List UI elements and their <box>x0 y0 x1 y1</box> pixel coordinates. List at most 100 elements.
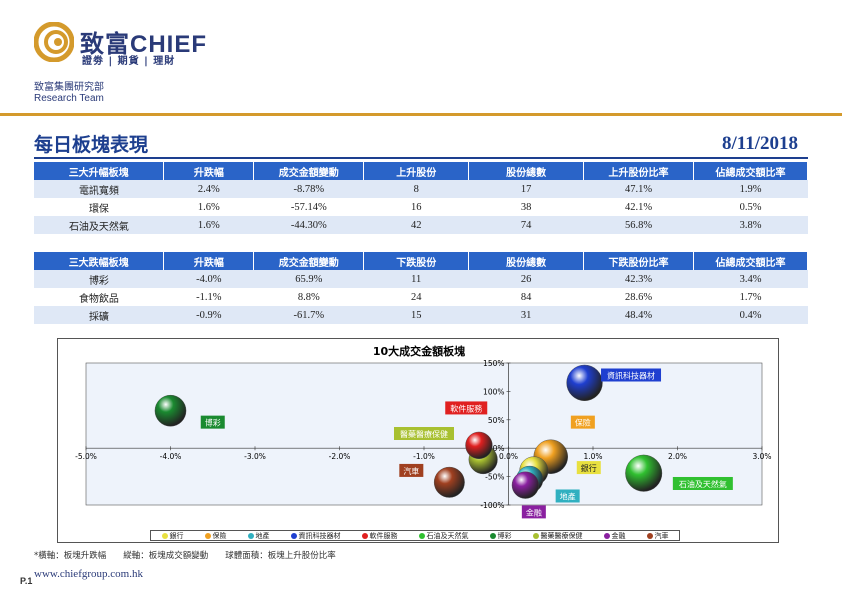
column-header: 三大升幅板塊 <box>34 162 165 180</box>
data-label: 資訊科技器材 <box>607 370 655 380</box>
sector-name: 博彩 <box>34 270 164 288</box>
y-tick-label: 150% <box>483 359 504 368</box>
page-title: 每日板塊表現 <box>34 134 149 156</box>
column-header: 升跌幅 <box>163 252 255 270</box>
y-tick-label: 0% <box>493 444 505 453</box>
bubble-8 <box>511 471 539 499</box>
legend-label: 軟件服務 <box>369 531 398 540</box>
table-cell: -4.0% <box>163 270 254 288</box>
bubble-chart: 10大成交金額板塊 -5.0% -4.0% -3.0% -2.0% -1.0% 0.0% 1.… <box>57 338 779 543</box>
x-tick-label: -4.0% <box>160 452 182 461</box>
bubble-6 <box>154 394 187 427</box>
legend-marker-icon <box>532 532 539 539</box>
table-cell: -57.14% <box>290 201 327 213</box>
table-cell: 8.8% <box>297 291 320 303</box>
table-cell: 84 <box>520 291 532 303</box>
legend-marker-icon <box>489 532 496 539</box>
bubble-9 <box>433 466 465 498</box>
brand-name: 致富CHIEF <box>80 31 207 58</box>
bubble-3 <box>566 364 603 401</box>
column-header: 佔總成交額比率 <box>693 252 808 270</box>
x-tick-label: 2.0% <box>668 452 687 461</box>
bubble-4 <box>465 431 493 459</box>
table-cell: 8 <box>363 180 469 198</box>
legend-item: 保險 <box>204 531 227 541</box>
legend-label: 汽車 <box>654 531 669 540</box>
table-cell: 65.9% <box>253 270 364 288</box>
legend-label: 地產 <box>255 531 270 540</box>
legend-item: 石油及天然氣 <box>418 531 469 541</box>
table-cell: 42.1% <box>624 201 653 213</box>
legend-item: 金融 <box>603 531 626 541</box>
table-cell: 11 <box>363 270 469 288</box>
table-row: 採礦 -0.9% -61.7% 15 31 48.4% 0.4% <box>34 306 808 324</box>
legend-marker-icon <box>247 532 254 539</box>
x-tick-label: 1.0% <box>583 452 602 461</box>
column-header: 下跌股份比率 <box>583 252 695 270</box>
data-label: 石油及天然氣 <box>679 479 727 489</box>
column-header: 成交金額變動 <box>253 252 365 270</box>
bubble-5 <box>625 454 663 492</box>
legend-item: 地產 <box>247 531 270 541</box>
table-cell: 1.6% <box>163 216 254 234</box>
data-label-box <box>521 505 546 519</box>
data-label-box <box>555 489 580 503</box>
table-cell: 28.6% <box>624 291 653 303</box>
x-tick-label: -2.0% <box>329 452 351 461</box>
sector-name: 採礦 <box>34 306 164 324</box>
table-cell: 74 <box>468 216 584 234</box>
table-row: 環保 1.6% -57.14% 16 38 42.1% 0.5% <box>34 198 808 216</box>
x-tick-label: -5.0% <box>75 452 97 461</box>
data-label-box <box>570 415 595 429</box>
column-header: 上升股份 <box>363 162 470 180</box>
sector-name: 石油及天然氣 <box>34 216 164 234</box>
data-label: 醫藥醫療保健 <box>400 429 448 439</box>
sector-name: 環保 <box>88 203 109 215</box>
chart-title: 10大成交金額板塊 <box>373 344 465 358</box>
legend-label: 金融 <box>611 531 626 540</box>
table-cell: 3.4% <box>693 270 808 288</box>
x-tick-label: -1.0% <box>413 452 435 461</box>
legend-label: 醫藥醫療保健 <box>540 531 583 540</box>
table-cell: -0.9% <box>163 306 254 324</box>
title-divider <box>34 157 808 159</box>
column-header: 股份總數 <box>468 252 585 270</box>
table-cell: 15 <box>363 306 469 324</box>
legend-marker-icon <box>418 532 425 539</box>
y-tick-label: -50% <box>485 473 504 482</box>
data-label: 博彩 <box>205 418 221 428</box>
table-cell: 42.3% <box>583 270 694 288</box>
table-cell: 16 <box>410 201 422 213</box>
data-label-box <box>672 476 733 490</box>
table-cell: 24 <box>410 291 422 303</box>
column-header: 佔總成交額比率 <box>693 162 808 180</box>
table-header-row: 三大升幅板塊 升跌幅 成交金額變動 上升股份 股份總數 上升股份比率 佔總成交額… <box>34 162 808 180</box>
data-label: 汽車 <box>403 466 419 476</box>
column-header: 上升股份比率 <box>583 162 695 180</box>
team-name: Research Team <box>34 93 104 104</box>
table-cell: -61.7% <box>253 306 364 324</box>
chart-legend: 銀行 保險 地產 資訊科技器材 軟件服務 石油及天然氣 博彩 醫藥醫療保健 金融 汽車 <box>150 530 680 541</box>
legend-label: 博彩 <box>497 531 512 540</box>
y-tick-label: 50% <box>488 416 505 425</box>
department-name: 致富集團研究部 <box>34 82 104 93</box>
top-gainers-table: 三大升幅板塊 升跌幅 成交金額變動 上升股份 股份總數 上升股份比率 佔總成交額… <box>34 162 808 234</box>
bubble-chart-svg: 10大成交金額板塊 -5.0% -4.0% -3.0% -2.0% -1.0% 0.0% 1.… <box>75 344 772 519</box>
column-header: 升跌幅 <box>163 162 255 180</box>
data-label-box <box>394 427 454 440</box>
legend-marker-icon <box>161 532 168 539</box>
data-label-box <box>200 415 225 429</box>
data-label: 金融 <box>526 507 542 517</box>
legend-label: 銀行 <box>169 531 184 540</box>
x-tick-label: 0.0% <box>499 452 518 461</box>
column-header: 成交金額變動 <box>253 162 365 180</box>
table-cell: -1.1% <box>196 291 222 303</box>
website-link[interactable]: www.chiefgroup.com.hk <box>34 568 143 580</box>
table-cell: 2.4% <box>163 180 254 198</box>
report-date: 8/11/2018 <box>721 133 798 154</box>
table-row: 食物飲品 -1.1% 8.8% 24 84 28.6% 1.7% <box>34 288 808 306</box>
data-label: 銀行 <box>581 463 597 473</box>
table-cell: 48.4% <box>583 306 694 324</box>
table-cell: 1.7% <box>739 291 762 303</box>
column-header: 三大跌幅板塊 <box>34 252 165 270</box>
